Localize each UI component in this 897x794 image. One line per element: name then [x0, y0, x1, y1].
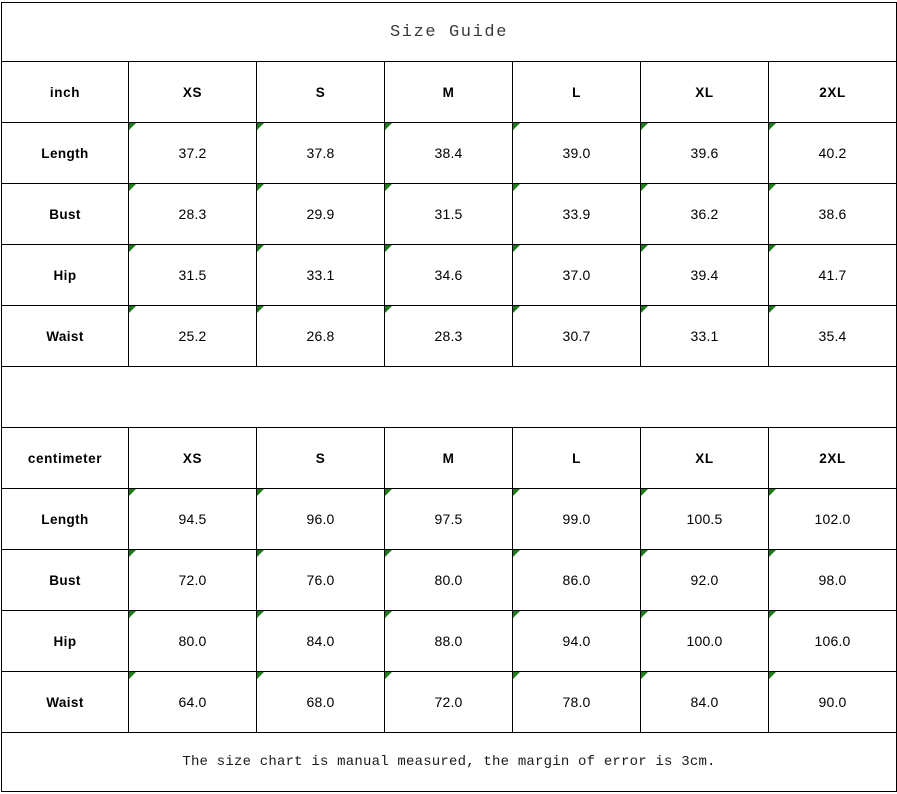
- cell-hip-cm-s: 84.0: [256, 610, 385, 672]
- size-header-m: M: [384, 61, 513, 123]
- table-row: Waist 25.2 26.8 28.3 30.7 33.1 35.4: [1, 305, 897, 367]
- table-row: Bust 72.0 76.0 80.0 86.0 92.0 98.0: [1, 549, 897, 611]
- cell-waist-inch-m: 28.3: [384, 305, 513, 367]
- cell-bust-inch-2xl: 38.6: [767, 183, 897, 245]
- cell-waist-inch-s: 26.8: [256, 305, 385, 367]
- cell-hip-cm-m: 88.0: [384, 610, 513, 672]
- cell-waist-cm-m: 72.0: [384, 671, 513, 733]
- cell-bust-inch-l: 33.9: [512, 183, 641, 245]
- cell-hip-inch-l: 37.0: [512, 244, 641, 306]
- cell-bust-inch-xl: 36.2: [640, 183, 769, 245]
- cell-hip-inch-2xl: 41.7: [767, 244, 897, 306]
- cell-hip-cm-xs: 80.0: [128, 610, 257, 672]
- size-header-xl: XL: [640, 61, 769, 123]
- footer-note-row: The size chart is manual measured, the m…: [0, 732, 897, 792]
- cell-waist-inch-2xl: 35.4: [767, 305, 897, 367]
- spacer-cell: [0, 366, 897, 428]
- size-header-s: S: [256, 61, 385, 123]
- row-label-length-inch: Length: [1, 122, 129, 184]
- cell-bust-cm-xs: 72.0: [128, 549, 257, 611]
- cell-length-inch-l: 39.0: [512, 122, 641, 184]
- size-header-cm-xs: XS: [128, 427, 257, 489]
- cell-waist-cm-l: 78.0: [512, 671, 641, 733]
- row-label-hip-inch: Hip: [1, 244, 129, 306]
- size-header-l: L: [512, 61, 641, 123]
- row-label-length-cm: Length: [1, 488, 129, 550]
- cell-hip-cm-l: 94.0: [512, 610, 641, 672]
- table-row: Hip 80.0 84.0 88.0 94.0 100.0 106.0: [1, 610, 897, 672]
- cell-hip-inch-xl: 39.4: [640, 244, 769, 306]
- centimeter-header-row: centimeter XS S M L XL 2XL: [1, 427, 897, 489]
- cell-bust-inch-m: 31.5: [384, 183, 513, 245]
- row-label-bust-inch: Bust: [1, 183, 129, 245]
- cell-length-cm-m: 97.5: [384, 488, 513, 550]
- table-row: Length 37.2 37.8 38.4 39.0 39.6 40.2: [1, 122, 897, 184]
- cell-length-inch-xs: 37.2: [128, 122, 257, 184]
- table-row: Hip 31.5 33.1 34.6 37.0 39.4 41.7: [1, 244, 897, 306]
- size-header-cm-m: M: [384, 427, 513, 489]
- cell-length-cm-xs: 94.5: [128, 488, 257, 550]
- cell-hip-cm-xl: 100.0: [640, 610, 769, 672]
- cell-length-inch-2xl: 40.2: [767, 122, 897, 184]
- cell-length-cm-2xl: 102.0: [767, 488, 897, 550]
- cell-bust-cm-xl: 92.0: [640, 549, 769, 611]
- cell-length-inch-xl: 39.6: [640, 122, 769, 184]
- cell-length-cm-xl: 100.5: [640, 488, 769, 550]
- cell-bust-cm-l: 86.0: [512, 549, 641, 611]
- cell-bust-cm-2xl: 98.0: [767, 549, 897, 611]
- cell-waist-cm-xs: 64.0: [128, 671, 257, 733]
- cell-waist-cm-2xl: 90.0: [767, 671, 897, 733]
- size-header-cm-xl: XL: [640, 427, 769, 489]
- spacer-row: [0, 366, 897, 428]
- inch-header-row: inch XS S M L XL 2XL: [1, 61, 897, 123]
- cell-hip-cm-2xl: 106.0: [767, 610, 897, 672]
- table-row: Length 94.5 96.0 97.5 99.0 100.5 102.0: [1, 488, 897, 550]
- size-header-2xl: 2XL: [767, 61, 897, 123]
- size-header-xs: XS: [128, 61, 257, 123]
- cell-length-cm-l: 99.0: [512, 488, 641, 550]
- cell-hip-inch-xs: 31.5: [128, 244, 257, 306]
- cell-waist-inch-xs: 25.2: [128, 305, 257, 367]
- size-header-cm-2xl: 2XL: [767, 427, 897, 489]
- cell-hip-inch-m: 34.6: [384, 244, 513, 306]
- row-label-waist-inch: Waist: [1, 305, 129, 367]
- cell-length-inch-s: 37.8: [256, 122, 385, 184]
- table-row: Bust 28.3 29.9 31.5 33.9 36.2 38.6: [1, 183, 897, 245]
- row-label-hip-cm: Hip: [1, 610, 129, 672]
- cell-bust-inch-xs: 28.3: [128, 183, 257, 245]
- title-row: Size Guide: [0, 2, 897, 62]
- unit-header-centimeter: centimeter: [1, 427, 129, 489]
- unit-header-inch: inch: [1, 61, 129, 123]
- size-header-cm-l: L: [512, 427, 641, 489]
- page-title: Size Guide: [0, 2, 897, 62]
- cell-length-cm-s: 96.0: [256, 488, 385, 550]
- cell-length-inch-m: 38.4: [384, 122, 513, 184]
- cell-waist-cm-xl: 84.0: [640, 671, 769, 733]
- row-label-waist-cm: Waist: [1, 671, 129, 733]
- cell-waist-inch-l: 30.7: [512, 305, 641, 367]
- cell-bust-cm-s: 76.0: [256, 549, 385, 611]
- cell-bust-cm-m: 80.0: [384, 549, 513, 611]
- cell-bust-inch-s: 29.9: [256, 183, 385, 245]
- size-header-cm-s: S: [256, 427, 385, 489]
- cell-hip-inch-s: 33.1: [256, 244, 385, 306]
- footer-note: The size chart is manual measured, the m…: [0, 732, 897, 792]
- cell-waist-inch-xl: 33.1: [640, 305, 769, 367]
- table-row: Waist 64.0 68.0 72.0 78.0 84.0 90.0: [1, 671, 897, 733]
- row-label-bust-cm: Bust: [1, 549, 129, 611]
- cell-waist-cm-s: 68.0: [256, 671, 385, 733]
